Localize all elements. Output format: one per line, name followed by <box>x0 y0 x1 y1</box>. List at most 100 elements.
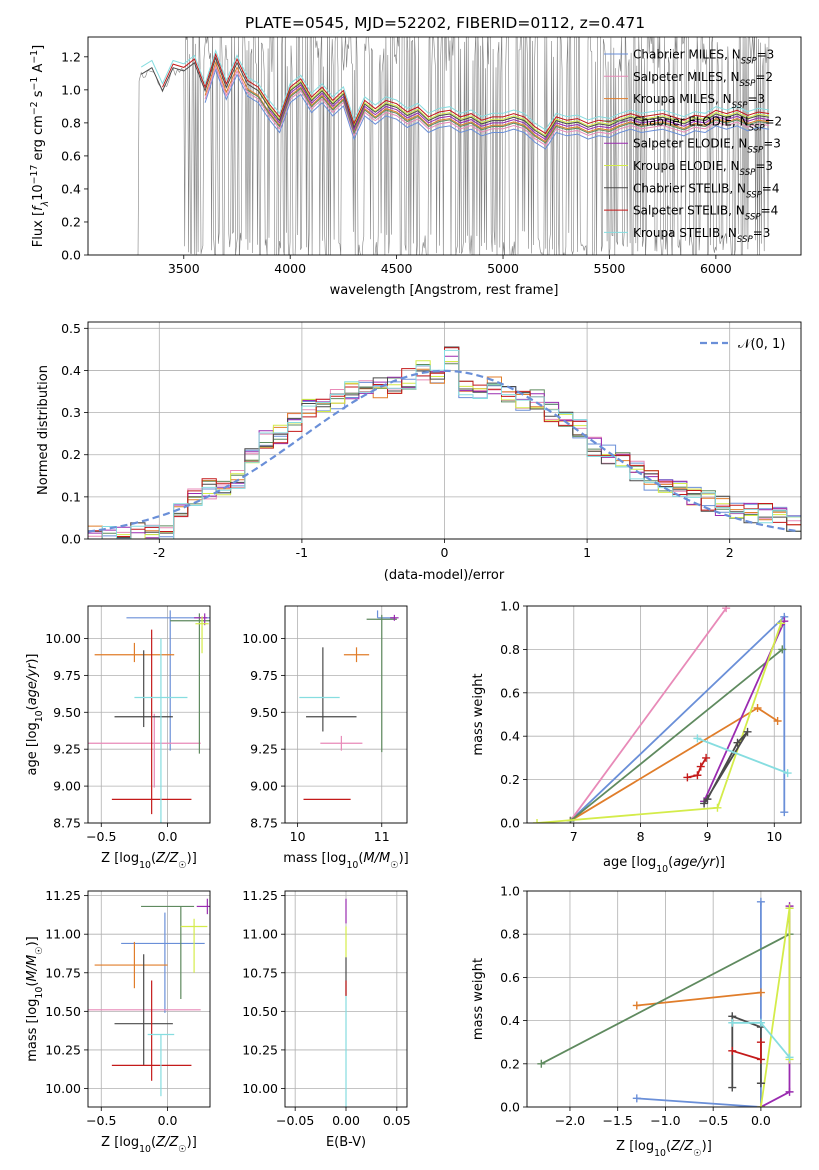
weight-marker-kroupa_elodie <box>776 619 785 628</box>
y-tick-label: 0.0 <box>61 532 81 547</box>
weight-marker-kroupa_elodie <box>533 819 542 823</box>
y-tick-label: 9.50 <box>250 705 278 720</box>
weight-marker-salpeter_stelib <box>756 1055 765 1064</box>
y-tick-label: 0.2 <box>500 772 520 787</box>
weight-marker-chabrier_elodie <box>778 645 787 654</box>
y-tick-label: 0.6 <box>500 970 520 985</box>
legend-label: Kroupa STELIB, NSSP=3 <box>633 226 770 245</box>
weight-marker-chabrier_miles <box>756 897 765 906</box>
axes-frame <box>284 605 408 824</box>
weight-marker-chabrier_stelib <box>700 799 709 808</box>
y-axis-label: Flux [fλ10−17 erg cm−2 s−1 A−1] <box>29 45 51 247</box>
y-tick-label: 9.25 <box>250 742 278 757</box>
x-tick-label: 0.0 <box>158 1113 178 1128</box>
panel-spectrum: 3500 4000 4500 5000 5500 6000 0.0 0.2 0.4 0.6 0.8 1… <box>29 36 802 298</box>
legend: Chabrier MILES, NSSP=3 Salpeter MILES, NS… <box>604 48 782 245</box>
axes-frame <box>526 890 802 1108</box>
weight-line-chabrier_miles <box>569 614 786 822</box>
x-tick-label: 0 <box>441 545 449 560</box>
weight-marker-kroupa_elodie <box>713 803 722 812</box>
y-tick-label: 11.00 <box>45 927 81 942</box>
y-tick-label: 9.00 <box>53 779 81 794</box>
panel-age-vs-Z: −0.5 0.0 8.75 9.00 9.25 9.50 9.75 10.00 Z [log10… <box>25 605 211 871</box>
plot-area <box>88 37 770 255</box>
weight-marker-kroupa_miles <box>773 717 782 726</box>
plot-area <box>537 897 794 1107</box>
weight-marker-kroupa_stelib <box>693 734 702 743</box>
y-tick-label: 0.8 <box>500 642 520 657</box>
x-tick-label: −0.5 <box>698 1113 728 1128</box>
y-tick-label: 10.75 <box>242 965 278 980</box>
x-tick-label: 0.05 <box>383 1113 411 1128</box>
weight-marker-salpeter_elodie <box>785 1087 794 1096</box>
x-axis-label: (data-model)/error <box>384 568 505 583</box>
weight-marker-chabrier_miles <box>780 808 789 817</box>
legend-label: Salpeter ELODIE, NSSP=3 <box>633 137 781 156</box>
plot-area <box>88 610 210 823</box>
panel-mass-vs-Z: −0.5 0.0 10.00 10.25 10.50 10.75 11.00 11.25 Z [… <box>25 888 211 1155</box>
y-tick-label: 10.00 <box>45 631 81 646</box>
y-axis-label: mass weight <box>471 673 486 755</box>
model-kroupa_elodie <box>257 80 770 137</box>
weight-marker-kroupa_miles <box>632 1001 641 1010</box>
x-tick-label: 9 <box>703 829 711 844</box>
x-tick-label: 0.00 <box>332 1113 360 1128</box>
weight-marker-kroupa_miles <box>753 703 762 712</box>
x-tick-label: 8 <box>637 829 645 844</box>
panel-mass-vs-EBV: −0.05 0.00 0.05 10.00 10.25 10.50 10.75 11.00 11… <box>242 888 411 1150</box>
y-tick-label: 0.2 <box>500 1056 520 1071</box>
weight-marker-chabrier_stelib <box>733 738 742 747</box>
y-tick-label: 0.8 <box>500 927 520 942</box>
weight-line-chabrier_miles <box>636 901 762 1107</box>
y-tick-label: 0.8 <box>61 115 81 130</box>
weight-line-salpeter_stelib <box>732 1042 762 1061</box>
y-tick-label: 0.2 <box>61 214 81 229</box>
panel-mass-weight-vs-Z: −2.0 −1.5 −1.0 −0.5 0.0 0.0 0.2 0.4 0.6 0.8 1.0 Z [… <box>471 884 802 1159</box>
weight-marker-salpeter_stelib <box>683 773 692 782</box>
y-tick-label: 0.0 <box>61 248 81 263</box>
x-axis-label: mass [log10(M/M☉)] <box>283 851 409 871</box>
x-tick-label: 11 <box>374 829 390 844</box>
y-tick-label: 0.6 <box>61 148 81 163</box>
y-tick-label: 10.00 <box>242 631 278 646</box>
weight-marker-chabrier_elodie <box>537 1059 546 1068</box>
x-tick-label: 10 <box>290 829 306 844</box>
model-salpeter_elodie <box>268 84 770 141</box>
y-tick-label: 9.25 <box>53 742 81 757</box>
weight-line-kroupa_elodie <box>760 908 791 1107</box>
legend-label: Chabrier STELIB, NSSP=4 <box>633 181 780 200</box>
model-chabrier_elodie <box>247 87 770 144</box>
weight-line-salpeter_miles <box>569 607 727 822</box>
x-axis-label: wavelength [Angstrom, rest frame] <box>330 283 559 298</box>
legend-label: 𝒩(0, 1) <box>738 337 785 352</box>
axes-frame <box>87 890 211 1108</box>
model-chabrier_miles <box>204 68 770 150</box>
y-tick-label: 10.00 <box>242 1081 278 1096</box>
axes-frame <box>87 605 211 824</box>
y-tick-label: 9.50 <box>53 705 81 720</box>
y-tick-label: 0.4 <box>500 729 520 744</box>
observed-spectrum <box>88 37 770 255</box>
y-tick-label: 10.00 <box>45 1081 81 1096</box>
panel-mass-weight-vs-age: 7 8 9 10 0.0 0.2 0.4 0.6 0.8 1.0 age [log10(age/yr… <box>471 599 802 875</box>
y-tick-label: 9.75 <box>53 668 81 683</box>
panel-residuals: -2 -1 0 1 2 0.0 0.1 0.2 0.3 0.4 0.5 𝒩(0, 1) (data-mo… <box>36 321 802 583</box>
weight-marker-kroupa_miles <box>756 988 765 997</box>
legend-label: Kroupa MILES, NSSP=3 <box>633 92 765 111</box>
x-axis-label: age [log10(age/yr)] <box>603 855 725 875</box>
x-axis-label: E(B-V) <box>326 1135 366 1150</box>
x-tick-label: 6000 <box>700 261 732 276</box>
legend-label: Chabrier ELODIE, NSSP=2 <box>633 114 782 133</box>
x-tick-label: −0.5 <box>86 829 116 844</box>
x-axis-label: Z [log10(Z/Z☉)] <box>616 1139 712 1159</box>
weight-marker-chabrier_stelib <box>743 727 752 736</box>
x-tick-label: 3500 <box>168 261 200 276</box>
weight-marker-chabrier_miles <box>632 1094 641 1103</box>
legend-label: Chabrier MILES, NSSP=3 <box>633 48 774 67</box>
weight-marker-kroupa_stelib <box>756 1018 765 1027</box>
legend-label: Salpeter MILES, NSSP=2 <box>633 70 773 89</box>
weight-marker-chabrier_stelib <box>756 1079 765 1088</box>
x-tick-label: 1 <box>583 545 591 560</box>
weight-line-chabrier_stelib <box>703 731 749 804</box>
